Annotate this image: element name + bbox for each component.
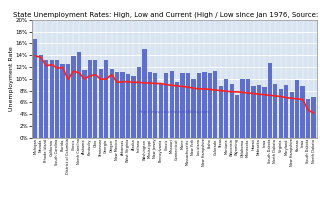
Bar	[246, 79, 250, 138]
Y-axis label: Unemployment Rate: Unemployment Rate	[9, 46, 14, 111]
Bar	[186, 73, 190, 138]
Bar	[77, 52, 81, 138]
Bar	[202, 72, 206, 138]
Bar	[39, 55, 43, 138]
Bar	[164, 73, 168, 138]
Bar	[50, 60, 54, 138]
Bar	[235, 95, 239, 138]
Bar	[88, 60, 92, 138]
Bar	[224, 79, 228, 138]
Bar	[268, 63, 272, 138]
Bar	[71, 56, 76, 138]
Bar	[180, 73, 185, 138]
Bar	[170, 71, 174, 138]
Bar	[197, 73, 201, 138]
Bar	[115, 72, 119, 138]
Bar	[82, 70, 86, 138]
Bar	[191, 79, 196, 138]
Bar	[131, 76, 136, 138]
Bar	[290, 92, 294, 138]
Bar	[33, 39, 37, 138]
Bar	[208, 73, 212, 138]
Bar	[213, 71, 218, 138]
Bar	[306, 99, 310, 138]
Bar	[159, 84, 163, 138]
Title: State Unemployment Rates: High, Low and Current (High / Low since Jan 1976, Sour: State Unemployment Rates: High, Low and …	[13, 12, 320, 19]
Bar	[148, 72, 152, 138]
Bar	[219, 86, 223, 138]
Bar	[60, 64, 65, 138]
Bar	[175, 82, 179, 138]
Bar	[284, 85, 288, 138]
Bar	[295, 80, 299, 138]
Bar	[104, 60, 108, 138]
Bar	[279, 89, 283, 138]
Bar	[257, 85, 261, 138]
Bar	[126, 74, 130, 138]
Text: http://www.calculatedriskblog.com/: http://www.calculatedriskblog.com/	[138, 110, 211, 114]
Bar	[252, 86, 256, 138]
Bar	[262, 87, 267, 138]
Bar	[142, 49, 147, 138]
Bar	[66, 64, 70, 138]
Bar	[153, 73, 157, 138]
Bar	[109, 69, 114, 138]
Bar	[229, 84, 234, 138]
Bar	[99, 69, 103, 138]
Bar	[120, 72, 125, 138]
Bar	[300, 86, 305, 138]
Bar	[273, 84, 277, 138]
Bar	[311, 97, 316, 138]
Bar	[55, 60, 59, 138]
Bar	[137, 67, 141, 138]
Bar	[240, 79, 245, 138]
Bar	[93, 60, 97, 138]
Bar	[44, 60, 48, 138]
